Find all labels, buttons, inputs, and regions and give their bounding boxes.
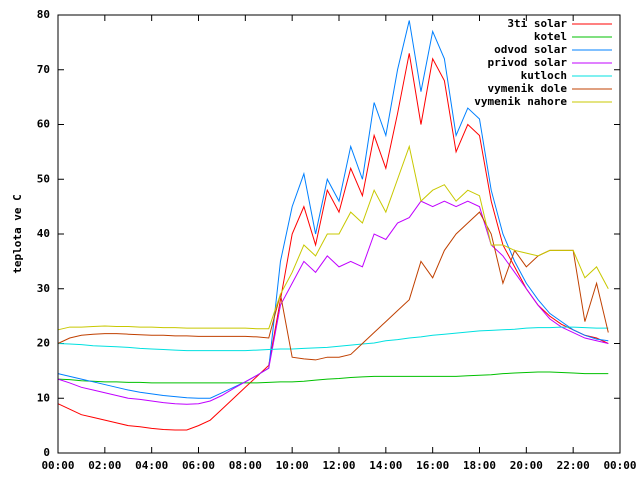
- x-tick-label: 18:00: [463, 459, 496, 472]
- y-axis-label: teplota ve C: [11, 194, 24, 273]
- y-tick-label: 0: [43, 446, 50, 459]
- y-tick-label: 40: [37, 227, 50, 240]
- series-line: [57, 326, 609, 352]
- legend-label: odvod solar: [494, 43, 567, 56]
- y-tick-label: 10: [37, 391, 50, 404]
- x-tick-label: 14:00: [369, 459, 402, 472]
- x-tick-label: 22:00: [557, 459, 590, 472]
- y-tick-label: 80: [37, 8, 50, 21]
- series-line: [57, 371, 609, 384]
- plot-frame: [57, 14, 621, 454]
- x-tick-label: 02:00: [88, 459, 121, 472]
- series-line: [57, 20, 609, 399]
- y-tick-label: 70: [37, 63, 50, 76]
- y-tick-label: 20: [37, 337, 50, 350]
- x-tick-label: 00:00: [41, 459, 74, 472]
- x-tick-label: 16:00: [416, 459, 449, 472]
- x-tick-label: 00:00: [603, 459, 636, 472]
- legend-label: privod solar: [488, 56, 568, 69]
- legend-label: 3ti solar: [507, 17, 567, 30]
- series-line: [57, 144, 609, 331]
- y-tick-label: 50: [37, 172, 50, 185]
- x-tick-label: 20:00: [510, 459, 543, 472]
- legend-label: kotel: [534, 30, 567, 43]
- series-line: [57, 211, 609, 361]
- x-tick-label: 08:00: [229, 459, 262, 472]
- x-tick-label: 06:00: [182, 459, 215, 472]
- x-tick-label: 10:00: [276, 459, 309, 472]
- legend-label: kutloch: [521, 69, 567, 82]
- y-tick-label: 60: [37, 118, 50, 131]
- x-tick-label: 12:00: [322, 459, 355, 472]
- series-line: [57, 200, 609, 405]
- y-tick-label: 30: [37, 282, 50, 295]
- x-tick-label: 04:00: [135, 459, 168, 472]
- legend-label: vymenik dole: [488, 82, 568, 95]
- series-line: [57, 53, 609, 431]
- legend-label: vymenik nahore: [474, 95, 567, 108]
